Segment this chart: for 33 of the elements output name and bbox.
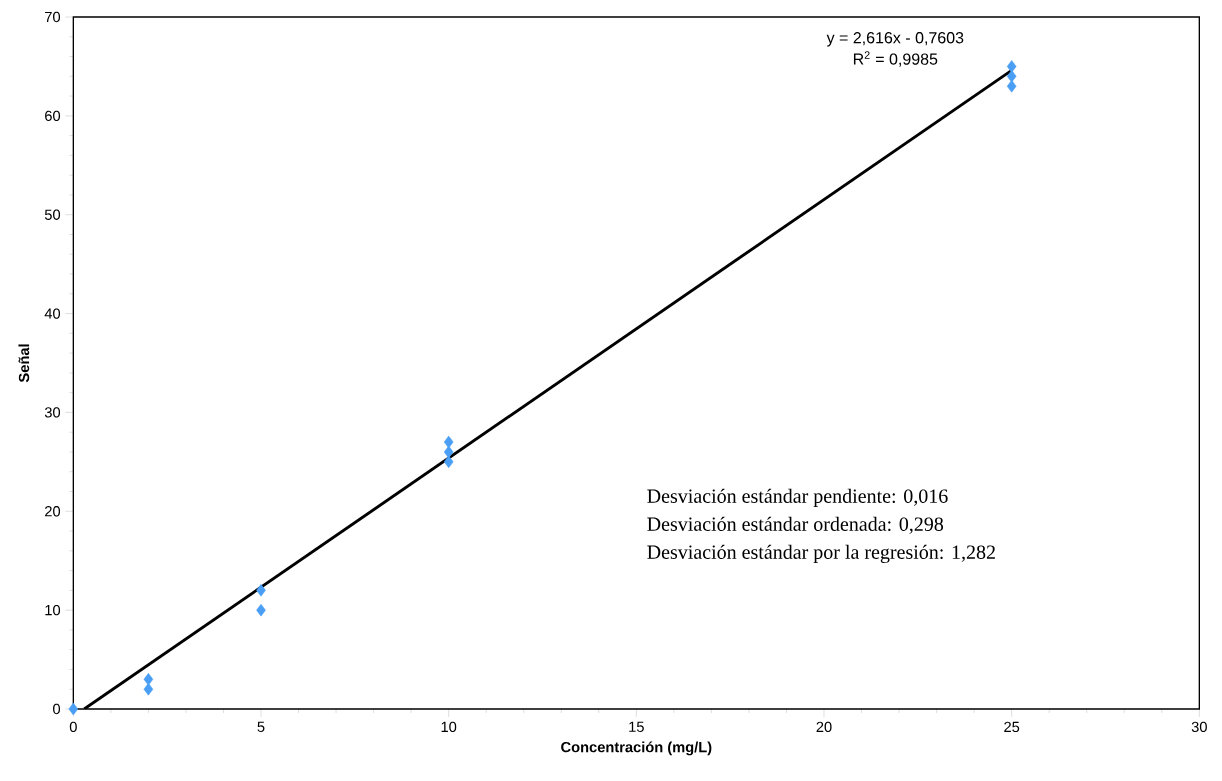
point [443,435,454,449]
annotation: Desviación estándar por la regresión: 1,282 [647,544,995,564]
y-tick-label: 50 [44,209,61,220]
x-tick-label: 30 [1191,721,1207,733]
point [1006,79,1017,93]
point [143,682,154,696]
y-tick-label: 20 [45,506,61,517]
point [1006,60,1017,73]
x-tick-label: 25 [1004,721,1020,733]
annotation: R$^{2}$ = 0,9985 [853,51,938,67]
point [1006,70,1017,83]
x-tick-label: 10 [441,721,457,733]
x-axis-title: Concentración (mg/L) [561,741,712,756]
annotation: Desviación estándar pendiente: 0,016 [647,488,948,507]
y-axis-title: Señal [18,344,30,383]
point [68,702,79,716]
point [443,445,454,459]
point [256,603,266,617]
annotation: Desviación estándar ordenada: 0,298 [647,516,944,534]
y-tick-label: 0 [53,703,61,715]
y-tick-label: 30 [44,407,61,418]
x-tick-label: 0 [69,721,77,733]
x-tick-label: 5 [257,721,265,732]
point [143,673,154,686]
y-tick-label: 70 [45,11,61,23]
x-tick-label: 15 [629,721,644,732]
y-tick-label: 60 [45,110,61,122]
point [443,455,454,469]
y-tick-label: 40 [44,308,61,319]
x-tick-label: 20 [816,721,832,733]
annotation: y = 2,616x - 0,7603 [826,32,964,47]
point [256,584,266,597]
y-tick-label: 10 [45,604,61,616]
